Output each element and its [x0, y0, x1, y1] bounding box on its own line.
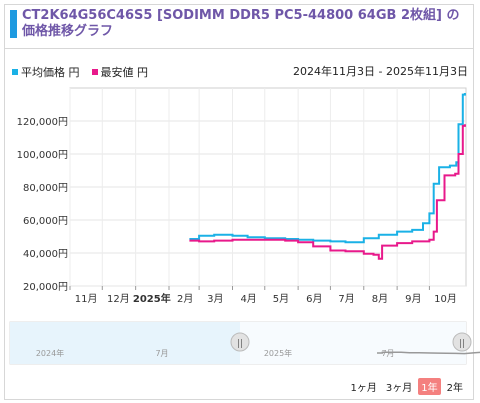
range-button-3[interactable]: 2年	[446, 383, 463, 394]
series-line-0	[189, 93, 466, 244]
x-tick-label-6: 5月	[273, 293, 289, 305]
navigator-handle-0[interactable]	[230, 332, 250, 352]
x-tick-label-11: 10月	[434, 293, 457, 305]
range-button-1[interactable]: 3ヶ月	[385, 383, 413, 394]
navigator-mask	[10, 322, 240, 364]
series-line-1	[189, 124, 466, 260]
y-tick-label-4: 100,000円	[17, 150, 68, 161]
y-tick-label-1: 40,000円	[23, 249, 68, 260]
legend-label-avg: 平均価格 円	[21, 66, 80, 79]
x-tick-label-5: 4月	[240, 293, 256, 305]
range-selector: 1ヶ月 3ヶ月 1年 2年	[348, 378, 467, 395]
navigator-handle-1[interactable]	[452, 332, 472, 352]
y-tick-label-0: 20,000円	[23, 282, 68, 293]
x-tick-label-10: 9月	[405, 293, 421, 305]
x-tick-label-8: 7月	[338, 293, 354, 305]
navigator-handle-grip-0: ||	[237, 339, 243, 349]
title-accent-bar	[10, 10, 17, 38]
x-tick-label-7: 6月	[306, 293, 322, 305]
legend: 平均価格 円 最安値 円	[12, 64, 148, 80]
y-tick-label-2: 60,000円	[23, 216, 68, 227]
y-tick-label-3: 80,000円	[23, 183, 68, 194]
navigator-label-0: 2024年	[36, 348, 64, 358]
range-button-2[interactable]: 1年	[418, 378, 441, 395]
navigator-series	[377, 351, 480, 355]
divider	[4, 48, 474, 49]
x-tick-label-3: 2月	[177, 293, 193, 305]
x-tick-label-0: 11月	[75, 293, 98, 305]
navigator-selection	[240, 322, 466, 364]
navigator-label-1: 7月	[155, 349, 168, 358]
date-range: 2024年11月3日 - 2025年11月3日	[293, 65, 468, 78]
navigator-label-3: 7月	[381, 349, 394, 358]
legend-swatch-min	[91, 69, 98, 75]
x-tick-label-1: 12月	[107, 293, 130, 305]
range-button-0[interactable]: 1ヶ月	[350, 383, 377, 394]
legend-item-avg[interactable]: 平均価格 円	[12, 64, 80, 80]
x-tick-label-9: 8月	[372, 293, 388, 305]
legend-swatch-avg	[12, 69, 18, 75]
legend-label-min: 最安値 円	[100, 66, 149, 79]
legend-item-min[interactable]: 最安値 円	[91, 64, 149, 80]
x-tick-label-4: 3月	[207, 293, 223, 305]
x-tick-label-2: 2025年	[133, 292, 171, 305]
page-title: CT2K64G56C46S5 [SODIMM DDR5 PC5-44800 64…	[22, 8, 460, 39]
y-tick-label-5: 120,000円	[17, 117, 68, 128]
navigator-handle-grip-1: ||	[459, 339, 465, 349]
navigator-label-2: 2025年	[264, 348, 292, 358]
